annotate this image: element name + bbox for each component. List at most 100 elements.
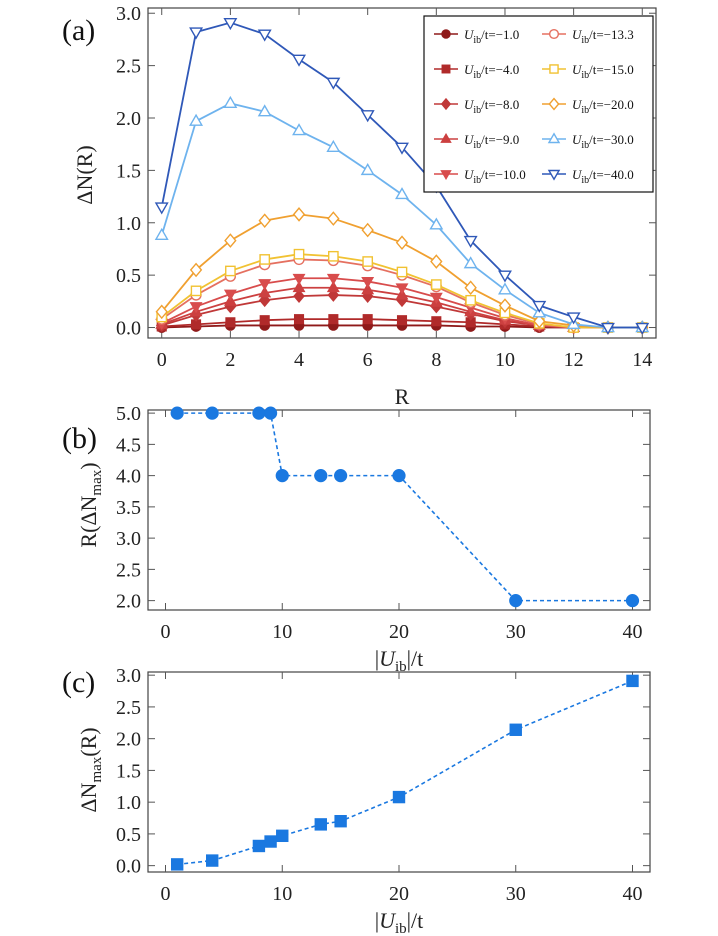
panel-c-ylabel: ΔNmax(R) <box>76 727 105 812</box>
panel-a-legend: Uib/t=−1.0 Uib/t=−4.0 Uib/t=−8.0 Uib/t=−9.0… <box>423 15 654 193</box>
data-point <box>395 235 409 250</box>
data-point <box>566 312 581 325</box>
panel-a-xtick-label: 2 <box>225 349 235 371</box>
panel-a-ytick-label: 0.0 <box>116 318 141 340</box>
panel-c-xtick-label: 30 <box>506 883 526 905</box>
panel-a-ytick-label: 1.0 <box>116 213 141 235</box>
data-point <box>257 104 272 117</box>
panel-b-xtick-label: 20 <box>389 621 409 643</box>
data-point <box>430 279 442 290</box>
panel-b-xtick-label: 0 <box>161 621 171 643</box>
panel-c-ytick-label: 3.0 <box>116 665 141 687</box>
panel-c-label: (c) <box>62 666 95 699</box>
series-0 <box>170 674 639 871</box>
data-point <box>326 139 341 153</box>
data-point <box>600 322 615 335</box>
data-point <box>292 123 306 136</box>
data-point <box>224 233 237 248</box>
legend-label: Uib/t=−20.0 <box>572 97 634 116</box>
data-point <box>252 839 266 853</box>
data-point <box>225 317 236 328</box>
data-point <box>293 248 305 260</box>
data-point <box>155 304 168 320</box>
legend-marker <box>547 169 561 181</box>
data-point <box>206 854 219 867</box>
data-point <box>465 294 476 306</box>
series-line <box>177 680 633 866</box>
data-point <box>154 227 169 241</box>
panel-b-ytick-label: 4.0 <box>116 466 141 488</box>
panel-c-frame <box>147 671 651 873</box>
data-point <box>396 315 408 326</box>
data-point <box>392 790 406 804</box>
panel-a-ytick-label: 0.5 <box>116 265 141 287</box>
panel-b-label: (b) <box>62 422 97 455</box>
panel-b: (b) 2.0 2.5 3.0 3.5 4.0 4.5 5.0 0 10 20 30 40 |Uib… <box>62 403 651 675</box>
data-point <box>223 17 238 31</box>
panel-a-xtick-label: 8 <box>431 349 441 371</box>
panel-b-ytick-label: 2.0 <box>116 591 141 613</box>
panel-b-ytick-label: 3.0 <box>116 528 141 550</box>
panel-c-ytick-label: 2.5 <box>116 697 141 719</box>
data-point <box>314 469 328 483</box>
panel-c-ytick-label: 1.5 <box>116 760 141 782</box>
data-point <box>259 315 270 326</box>
panel-a-xtick-label: 0 <box>157 349 167 371</box>
series-9 <box>154 17 650 335</box>
panel-a-ytick-label: 2.5 <box>116 56 141 78</box>
data-point <box>334 469 348 483</box>
panel-a-xtick-label: 6 <box>363 349 373 371</box>
data-point <box>326 273 340 286</box>
data-point <box>293 289 305 303</box>
panel-a-yaxis: 0.0 0.5 1.0 1.5 2.0 2.5 3.0 <box>116 3 656 340</box>
data-point <box>395 283 409 295</box>
panel-a-ytick-label: 2.0 <box>116 108 141 130</box>
panel-c: (c) 0.0 0.5 1.0 1.5 2.0 2.5 3.0 0 10 20 30 40 |Uib… <box>62 665 651 936</box>
panel-b-xtick-label: 30 <box>506 621 526 643</box>
data-point <box>314 818 327 831</box>
panel-a-xtick-label: 4 <box>294 349 304 371</box>
panel-c-ytick-label: 2.0 <box>116 729 141 751</box>
panel-b-ytick-label: 2.5 <box>116 559 141 581</box>
data-point <box>275 469 289 483</box>
data-point <box>498 282 512 295</box>
legend-label: Uib/t=−8.0 <box>464 97 519 116</box>
panel-a-xtick-label: 10 <box>495 349 515 371</box>
panel-a-ytick-label: 3.0 <box>116 3 141 25</box>
panel-c-ytick-label: 0.0 <box>116 856 141 878</box>
panel-b-xaxis: 0 10 20 30 40 <box>161 410 642 643</box>
panel-c-xtick-label: 0 <box>161 883 171 905</box>
legend-label: Uib/t=−13.3 <box>572 27 634 46</box>
panel-a-xaxis: 0 2 4 6 8 10 12 14 <box>157 8 652 371</box>
series-8 <box>154 95 650 333</box>
series-0 <box>170 406 640 608</box>
data-point <box>223 289 237 301</box>
panel-c-plot <box>170 674 639 871</box>
panel-b-ylabel: R(ΔNmax) <box>76 462 105 547</box>
data-point <box>292 207 306 222</box>
data-point <box>154 202 169 215</box>
data-point <box>258 286 272 298</box>
legend-marker <box>440 97 452 111</box>
data-point <box>189 262 203 278</box>
data-point <box>326 77 341 90</box>
panel-c-xlabel: |Uib|/t <box>375 908 424 936</box>
data-point <box>327 211 340 226</box>
panel-b-yaxis: 2.0 2.5 3.0 3.5 4.0 4.5 5.0 <box>116 403 650 613</box>
panel-b-plot <box>170 406 640 608</box>
panel-c-yaxis: 0.0 0.5 1.0 1.5 2.0 2.5 3.0 <box>116 665 650 878</box>
legend-label: Uib/t=−10.0 <box>464 167 526 186</box>
data-point <box>360 162 375 176</box>
data-point <box>223 95 238 109</box>
panel-c-xtick-label: 10 <box>272 883 292 905</box>
data-point <box>252 406 266 420</box>
panel-b-ytick-label: 5.0 <box>116 403 141 425</box>
data-point <box>498 298 512 313</box>
data-point <box>190 285 202 297</box>
data-point <box>395 187 409 200</box>
legend-marker <box>548 28 560 40</box>
data-point <box>334 815 347 828</box>
data-point <box>189 27 204 40</box>
legend-marker <box>440 132 452 143</box>
data-point <box>292 280 306 293</box>
